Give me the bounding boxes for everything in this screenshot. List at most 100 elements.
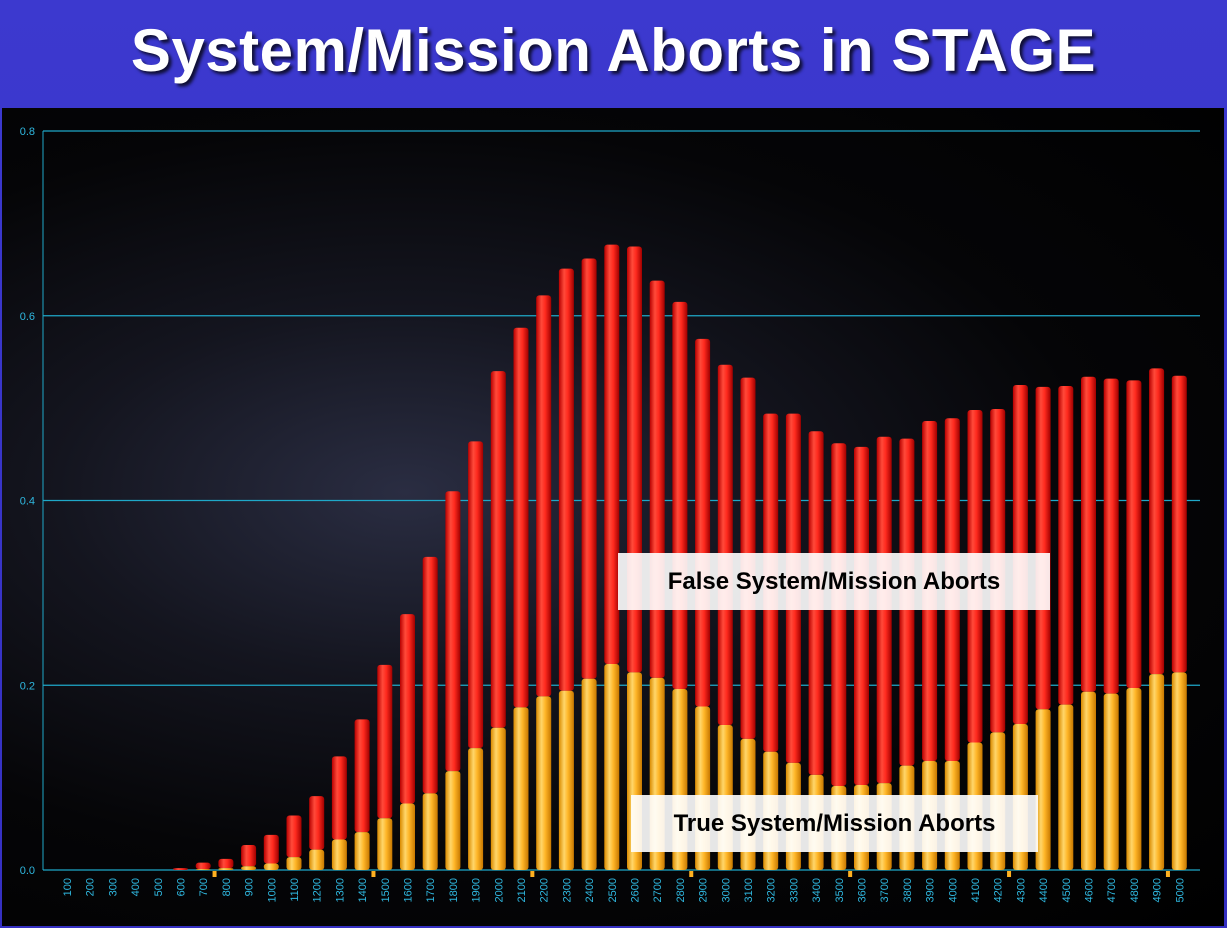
true-aborts-bar <box>581 678 597 870</box>
x-axis-marker <box>212 871 217 877</box>
x-tick-label: 400 <box>130 878 142 896</box>
x-tick-label: 2400 <box>584 878 596 902</box>
x-tick-label: 2100 <box>516 878 528 902</box>
slide-title: System/Mission Aborts in STAGE <box>130 16 1097 84</box>
true-aborts-bar <box>558 690 574 870</box>
true-aborts-bar <box>241 866 257 870</box>
true-aborts-bar <box>195 869 211 870</box>
x-axis-marker <box>689 871 694 877</box>
true-aborts-bar <box>218 868 234 870</box>
x-tick-label: 3300 <box>788 878 800 902</box>
x-tick-label: 3200 <box>766 878 778 902</box>
x-tick-label: 2800 <box>675 878 687 902</box>
x-tick-label: 4600 <box>1084 878 1096 902</box>
false-aborts-bar <box>513 327 529 708</box>
x-tick-label: 1900 <box>471 878 483 902</box>
x-axis-marker <box>1007 871 1012 877</box>
x-tick-label: 3900 <box>925 878 937 902</box>
false-aborts-bar <box>468 441 484 749</box>
x-tick-label: 2600 <box>630 878 642 902</box>
false-aborts-label: False System/Mission Aborts <box>618 553 1050 610</box>
false-aborts-bar <box>1103 378 1119 694</box>
false-aborts-bar <box>173 868 188 870</box>
x-tick-label: 3100 <box>743 878 755 902</box>
x-tick-label: 1700 <box>425 878 437 902</box>
x-tick-label: 3500 <box>834 878 846 902</box>
true-aborts-bar <box>536 696 552 870</box>
false-aborts-bar <box>1126 380 1142 689</box>
x-tick-label: 300 <box>107 878 119 896</box>
x-tick-label: 4100 <box>970 878 982 902</box>
true-aborts-bar <box>422 793 438 870</box>
false-aborts-bar <box>286 815 302 858</box>
true-aborts-bar <box>445 771 461 870</box>
x-tick-label: 4900 <box>1152 878 1164 902</box>
false-aborts-bar <box>331 756 347 840</box>
false-aborts-bar <box>445 491 461 772</box>
false-aborts-bar <box>422 556 438 794</box>
x-tick-label: 2200 <box>539 878 551 902</box>
true-aborts-bar <box>513 707 529 870</box>
false-aborts-bar <box>1035 386 1051 710</box>
x-tick-label: 3700 <box>879 878 891 902</box>
x-tick-label: 100 <box>62 878 74 896</box>
false-aborts-bar <box>1058 385 1074 705</box>
false-aborts-bar <box>831 443 847 786</box>
false-aborts-bar <box>1149 368 1165 675</box>
x-tick-label: 900 <box>244 878 256 896</box>
false-aborts-bar <box>490 371 506 728</box>
false-aborts-bar <box>195 862 211 870</box>
true-aborts-label: True System/Mission Aborts <box>631 795 1038 852</box>
y-tick-label: 0.6 <box>20 311 35 323</box>
true-aborts-bar <box>468 748 484 870</box>
true-aborts-bar <box>490 727 506 870</box>
true-aborts-bar <box>354 832 370 870</box>
true-aborts-bar <box>1103 693 1119 870</box>
x-tick-label: 1600 <box>403 878 415 902</box>
y-tick-label: 0.8 <box>20 126 35 138</box>
false-aborts-bar <box>854 446 869 786</box>
x-tick-label: 4500 <box>1061 878 1073 902</box>
x-tick-label: 2700 <box>652 878 664 902</box>
x-tick-label: 4300 <box>1015 878 1027 902</box>
x-tick-label: 1100 <box>289 878 301 902</box>
false-aborts-bar <box>400 614 415 804</box>
x-axis-marker <box>530 871 535 877</box>
x-axis-marker <box>1165 871 1170 877</box>
x-tick-label: 2900 <box>698 878 710 902</box>
false-aborts-bar <box>649 280 665 678</box>
x-tick-label: 1300 <box>334 878 346 902</box>
false-aborts-bar <box>536 295 552 697</box>
x-tick-label: 3000 <box>720 878 732 902</box>
true-aborts-bar <box>400 803 415 870</box>
x-tick-label: 700 <box>198 878 210 896</box>
false-aborts-bar <box>309 796 325 850</box>
true-aborts-bar <box>604 664 620 870</box>
false-aborts-bar <box>263 834 279 864</box>
x-tick-label: 5000 <box>1174 878 1186 902</box>
false-aborts-bar <box>1081 376 1096 692</box>
x-tick-label: 3400 <box>811 878 823 902</box>
x-tick-label: 1200 <box>312 878 324 902</box>
x-tick-label: 200 <box>85 878 97 896</box>
false-aborts-bar <box>581 258 597 679</box>
x-tick-label: 800 <box>221 878 233 896</box>
false-aborts-bar <box>695 338 711 707</box>
x-tick-label: 1500 <box>380 878 392 902</box>
y-tick-label: 0.0 <box>20 865 35 877</box>
true-aborts-bar <box>331 839 347 870</box>
x-tick-label: 1000 <box>266 878 278 902</box>
false-aborts-bar <box>377 664 393 819</box>
x-tick-label: 4800 <box>1129 878 1141 902</box>
true-aborts-bar <box>309 849 325 870</box>
false-aborts-bar <box>604 244 620 665</box>
true-aborts-bar <box>1081 691 1096 870</box>
x-tick-label: 4200 <box>993 878 1005 902</box>
x-tick-label: 3800 <box>902 878 914 902</box>
false-aborts-bar <box>672 301 688 689</box>
x-tick-label: 2300 <box>561 878 573 902</box>
x-tick-label: 4700 <box>1106 878 1118 902</box>
true-aborts-bar <box>1126 688 1142 870</box>
false-aborts-bar <box>354 719 370 833</box>
